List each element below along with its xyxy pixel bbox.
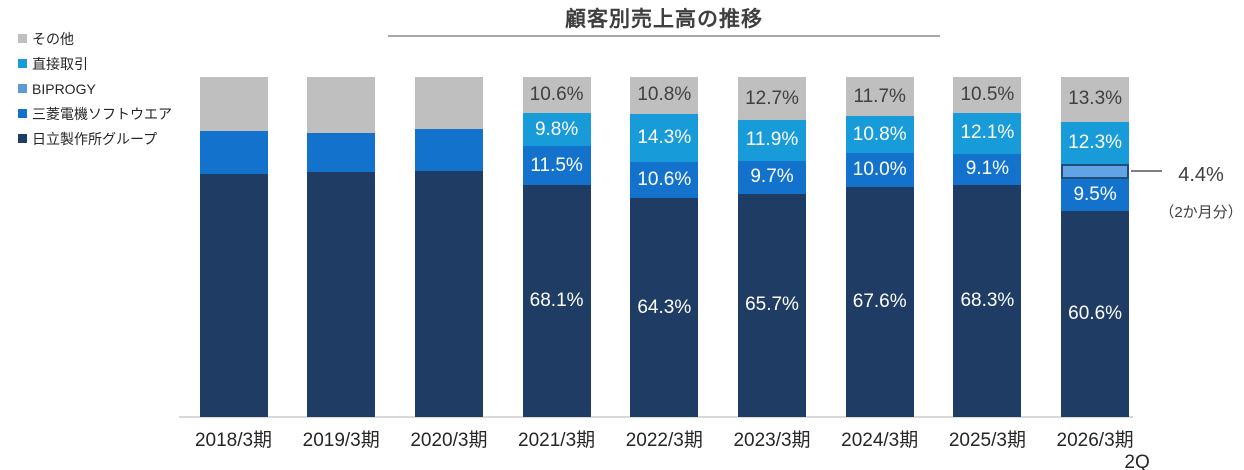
bar-segment-label: 12.1% bbox=[960, 122, 1015, 144]
bar-segment-label: 67.6% bbox=[852, 291, 907, 313]
legend-item: 直接取引 bbox=[18, 51, 172, 76]
legend-item: その他 bbox=[18, 26, 172, 51]
bar-segment bbox=[953, 153, 1022, 185]
x-axis-label: 2019/3期 bbox=[302, 430, 380, 451]
legend-item: 三菱電機ソフトウエア bbox=[18, 101, 172, 126]
x-axis-label: 2024/3期 bbox=[841, 430, 919, 451]
x-axis-label: 2022/3期 bbox=[625, 430, 703, 451]
bar-segment bbox=[1061, 178, 1130, 211]
legend-item-label: BIPROGY bbox=[32, 80, 96, 97]
bar-segment-label: 60.6% bbox=[1068, 302, 1123, 324]
legend-item-label: 日立製作所グループ bbox=[32, 130, 158, 147]
legend-swatch-icon bbox=[18, 34, 27, 43]
x-axis-label: 2026/3期 2Q bbox=[1056, 430, 1150, 470]
annotation-note: （2か月分） bbox=[1159, 204, 1243, 221]
bar-segment bbox=[522, 77, 591, 114]
bar-segment-label: 11.9% bbox=[745, 129, 799, 151]
legend-swatch-icon bbox=[18, 109, 27, 118]
bar-segment-label: 9.1% bbox=[965, 158, 1010, 180]
bar-segment bbox=[307, 77, 376, 134]
bar-segment-label: 13.3% bbox=[1068, 88, 1123, 110]
bar-segment bbox=[1061, 163, 1130, 179]
bar-segment-label: 9.5% bbox=[1073, 183, 1117, 205]
bar-segment bbox=[738, 77, 806, 121]
bar-segment bbox=[414, 171, 483, 417]
bar-segment bbox=[630, 77, 699, 114]
bar-segment bbox=[307, 171, 376, 417]
bar-segment bbox=[199, 131, 268, 174]
bar-segment bbox=[522, 185, 591, 417]
bar-segment bbox=[953, 184, 1022, 417]
bar-segment-label: 10.8% bbox=[852, 123, 907, 145]
x-axis-label: 2018/3期 bbox=[194, 430, 273, 451]
chart-title: 顧客別売上高の推移 bbox=[565, 8, 763, 31]
bar-segment-label: 11.7% bbox=[853, 85, 906, 107]
bar-segment bbox=[307, 133, 376, 172]
x-axis-line bbox=[179, 416, 1133, 418]
annotation-leader-line bbox=[1131, 170, 1162, 172]
bar-segment bbox=[1061, 121, 1130, 164]
legend-swatch-icon bbox=[18, 59, 27, 68]
bar-segment-label: 10.6% bbox=[637, 169, 692, 191]
bar-segment-label: 9.8% bbox=[534, 118, 579, 140]
bar-segment-label: 68.3% bbox=[960, 289, 1015, 311]
x-axis-label: 2021/3期 bbox=[518, 430, 596, 451]
legend-item-label: 三菱電機ソフトウエア bbox=[32, 105, 172, 122]
bar-segment bbox=[1061, 76, 1130, 122]
bar-segment bbox=[1061, 210, 1130, 417]
legend-item: BIPROGY bbox=[18, 76, 172, 101]
bar-segment bbox=[630, 198, 699, 417]
annotation-value: 4.4% bbox=[1178, 164, 1224, 186]
legend-item: 日立製作所グループ bbox=[18, 126, 172, 151]
bar-segment bbox=[845, 76, 914, 117]
bar-segment-label: 10.5% bbox=[960, 83, 1015, 105]
bar-segment bbox=[199, 173, 268, 417]
x-axis-label: 2025/3期 bbox=[948, 430, 1026, 451]
bar-segment bbox=[199, 77, 268, 132]
bar-segment bbox=[738, 160, 806, 194]
bar-segment-label: 10.6% bbox=[529, 84, 584, 106]
bar-segment bbox=[953, 77, 1022, 113]
bar-segment-label: 10.8% bbox=[637, 84, 692, 106]
bar-segment bbox=[845, 187, 914, 417]
x-axis-label: 2023/3期 bbox=[733, 430, 811, 451]
bar-segment bbox=[522, 146, 591, 186]
bar-segment bbox=[845, 153, 914, 188]
annotation: 4.4% （2か月分） bbox=[1157, 164, 1244, 222]
title-underline bbox=[388, 35, 940, 37]
bar-segment-label: 9.7% bbox=[750, 166, 794, 188]
bar-segment bbox=[738, 193, 806, 417]
bar-segment bbox=[414, 77, 483, 130]
bar-segment bbox=[414, 129, 483, 172]
legend-item-label: その他 bbox=[32, 30, 74, 47]
bar-segment bbox=[630, 113, 699, 163]
legend-item-label: 直接取引 bbox=[32, 55, 88, 72]
bar-segment bbox=[522, 113, 591, 147]
x-axis-label: 2020/3期 bbox=[410, 430, 488, 451]
legend-swatch-icon bbox=[18, 134, 27, 143]
bar-segment-label: 12.7% bbox=[745, 87, 799, 109]
bar-segment bbox=[630, 162, 699, 199]
bar-segment-label: 11.5% bbox=[530, 154, 583, 176]
bar-segment-label: 12.3% bbox=[1068, 131, 1123, 153]
bar-segment-label: 65.7% bbox=[745, 294, 799, 316]
bar-segment bbox=[845, 116, 914, 154]
bar-segment-label: 14.3% bbox=[637, 127, 692, 149]
bar-segment-label: 64.3% bbox=[637, 296, 692, 318]
legend: その他直接取引 BIPROGY 三菱電機ソフトウエア 日立製作所グループ bbox=[18, 26, 172, 151]
legend-swatch-icon bbox=[18, 84, 27, 93]
bar-segment bbox=[953, 112, 1022, 154]
bar-segment-label: 10.0% bbox=[852, 159, 907, 181]
bar-segment-label: 68.1% bbox=[529, 290, 584, 312]
bar-segment bbox=[738, 120, 806, 161]
